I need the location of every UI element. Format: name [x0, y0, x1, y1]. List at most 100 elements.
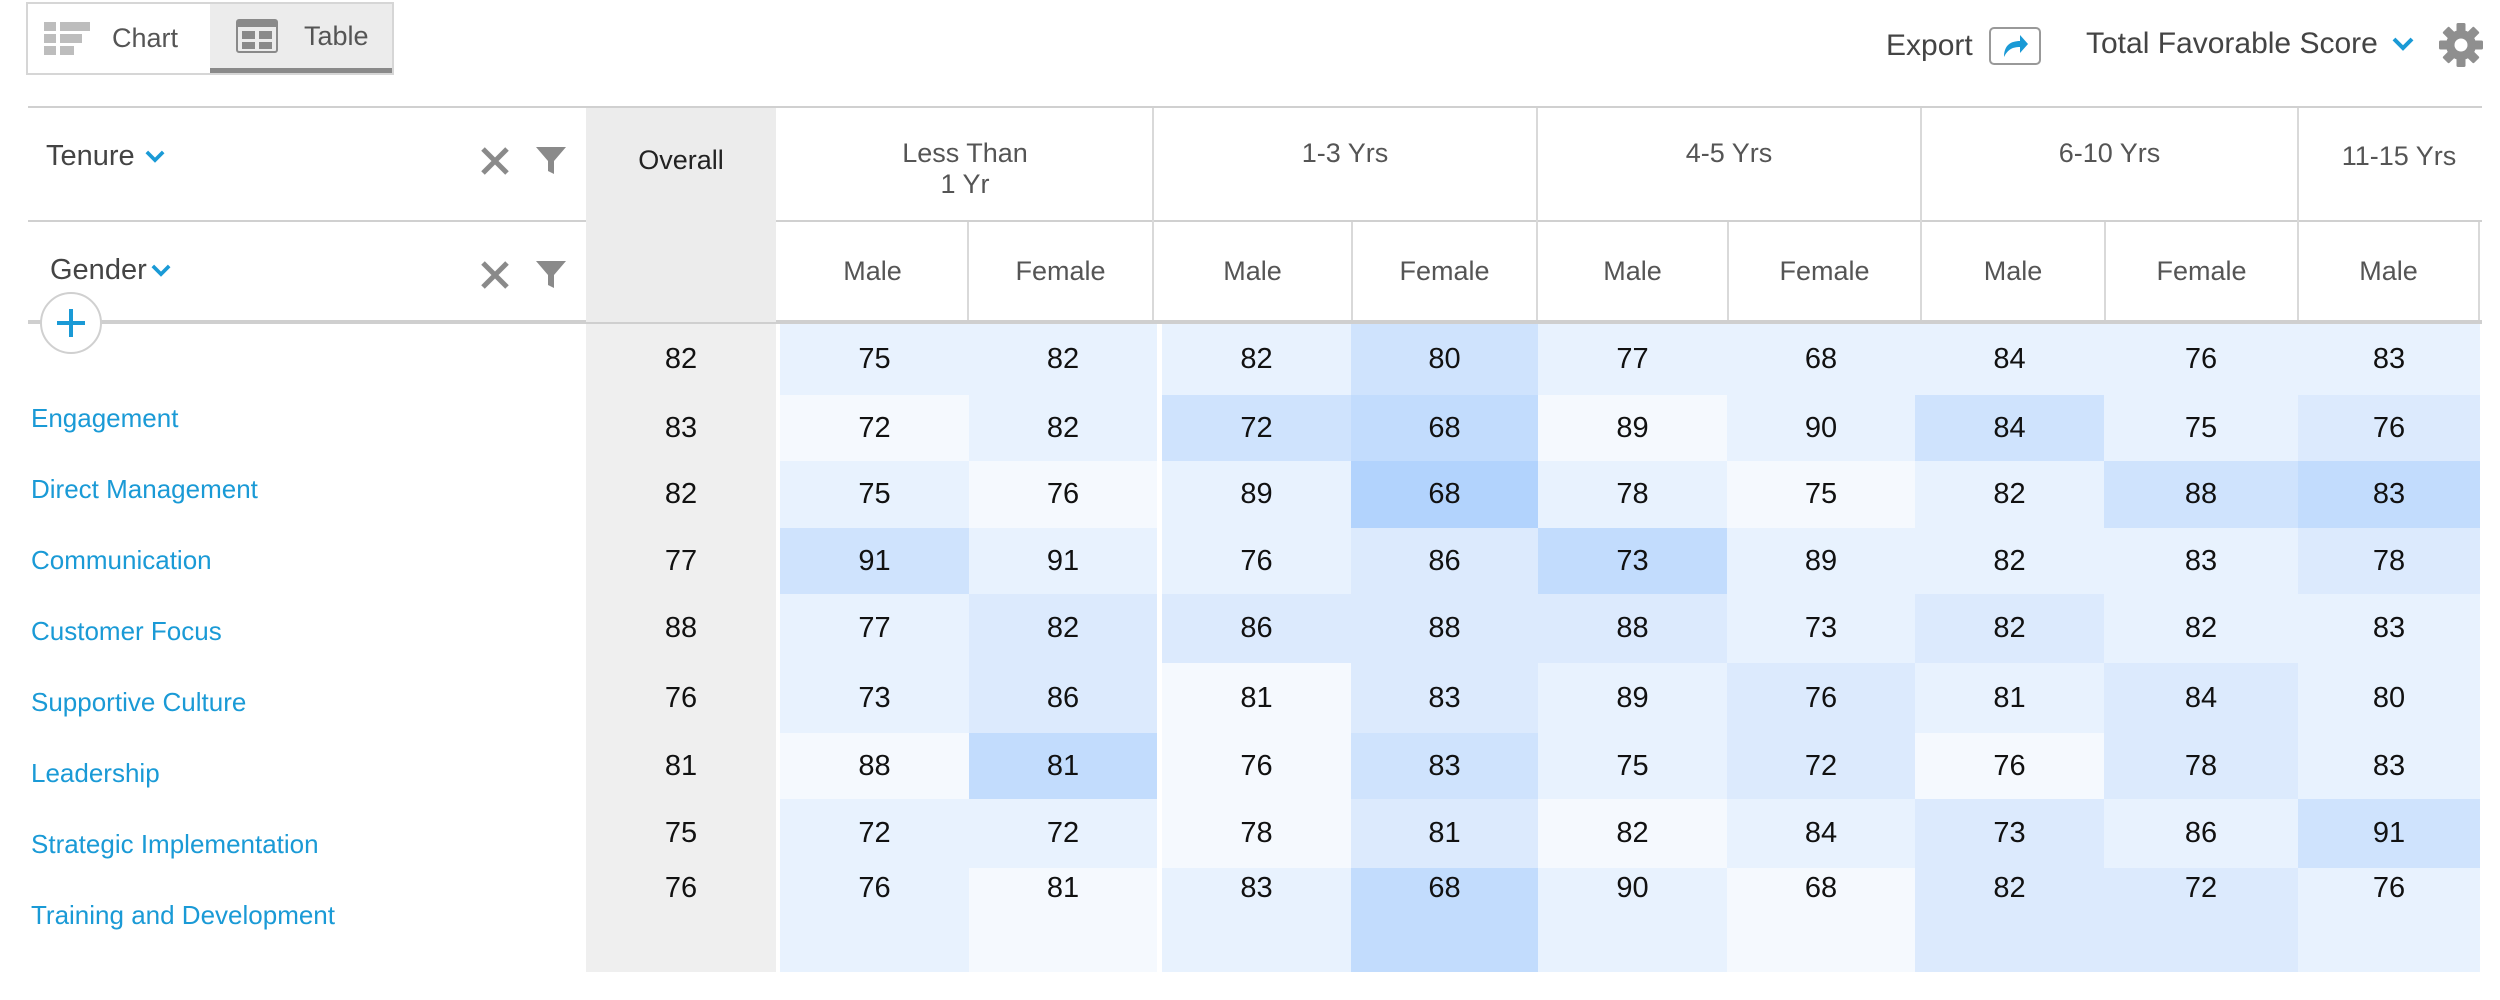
- row-label[interactable]: Engagement: [31, 403, 179, 433]
- score-cell[interactable]: 82: [1162, 324, 1351, 395]
- score-cell[interactable]: 90: [1727, 395, 1915, 461]
- score-cell[interactable]: 72: [969, 799, 1157, 868]
- score-cell[interactable]: 83: [1351, 733, 1538, 799]
- score-cell[interactable]: 78: [1538, 461, 1727, 528]
- score-cell[interactable]: 73: [1538, 528, 1727, 594]
- row-label[interactable]: Training and Development: [31, 900, 335, 930]
- score-cell[interactable]: 78: [2104, 733, 2298, 799]
- add-dimension-button[interactable]: [40, 292, 102, 354]
- score-cell[interactable]: 83: [1351, 663, 1538, 733]
- score-cell[interactable]: 73: [780, 663, 969, 733]
- score-cell[interactable]: 83: [2298, 324, 2480, 395]
- score-cell[interactable]: 88: [1538, 594, 1727, 663]
- score-cell[interactable]: 91: [780, 528, 969, 594]
- score-cell[interactable]: 83: [2104, 528, 2298, 594]
- row-label[interactable]: Strategic Implementation: [31, 829, 319, 859]
- score-cell[interactable]: 76: [2298, 868, 2480, 972]
- tenure-dimension-dropdown[interactable]: Tenure: [46, 140, 165, 173]
- score-type-dropdown[interactable]: Total Favorable Score: [2086, 22, 2414, 66]
- score-cell[interactable]: 82: [2104, 594, 2298, 663]
- score-cell[interactable]: 86: [1351, 528, 1538, 594]
- score-cell[interactable]: 68: [1351, 868, 1538, 972]
- score-cell[interactable]: 76: [969, 461, 1157, 528]
- score-cell[interactable]: 83: [2298, 733, 2480, 799]
- score-cell[interactable]: 76: [2298, 395, 2480, 461]
- score-cell[interactable]: 76: [2104, 324, 2298, 395]
- score-cell[interactable]: 82: [969, 324, 1157, 395]
- row-label[interactable]: Direct Management: [31, 474, 258, 504]
- score-cell[interactable]: 90: [1538, 868, 1727, 972]
- score-cell[interactable]: 82: [1915, 594, 2104, 663]
- score-cell[interactable]: 82: [969, 395, 1157, 461]
- score-cell[interactable]: 76: [1915, 733, 2104, 799]
- score-cell[interactable]: 86: [1162, 594, 1351, 663]
- score-cell[interactable]: 88: [780, 733, 969, 799]
- score-cell[interactable]: 82: [1538, 799, 1727, 868]
- row-label[interactable]: Communication: [31, 545, 212, 575]
- score-cell[interactable]: 82: [969, 594, 1157, 663]
- score-cell[interactable]: 81: [1915, 663, 2104, 733]
- score-cell[interactable]: 76: [780, 868, 969, 972]
- score-cell[interactable]: 75: [1538, 733, 1727, 799]
- score-cell[interactable]: 84: [1915, 324, 2104, 395]
- score-cell[interactable]: 76: [1162, 733, 1351, 799]
- table-view-button[interactable]: Table: [210, 4, 392, 73]
- score-cell[interactable]: 91: [2298, 799, 2480, 868]
- score-cell[interactable]: 80: [1351, 324, 1538, 395]
- score-cell[interactable]: 76: [1162, 528, 1351, 594]
- score-cell[interactable]: 82: [1915, 868, 2104, 972]
- close-icon[interactable]: [478, 258, 512, 292]
- score-cell[interactable]: 81: [1162, 663, 1351, 733]
- score-cell[interactable]: 68: [1351, 461, 1538, 528]
- score-cell[interactable]: 72: [2104, 868, 2298, 972]
- score-cell[interactable]: 78: [2298, 528, 2480, 594]
- score-cell[interactable]: 72: [780, 799, 969, 868]
- score-cell[interactable]: 86: [2104, 799, 2298, 868]
- score-cell[interactable]: 81: [1351, 799, 1538, 868]
- score-cell[interactable]: 83: [2298, 461, 2480, 528]
- gear-icon[interactable]: [2438, 22, 2484, 68]
- gender-dimension-dropdown[interactable]: Gender: [50, 254, 171, 287]
- score-cell[interactable]: 86: [969, 663, 1157, 733]
- score-cell[interactable]: 84: [1727, 799, 1915, 868]
- score-cell[interactable]: 89: [1538, 663, 1727, 733]
- score-cell[interactable]: 89: [1727, 528, 1915, 594]
- score-cell[interactable]: 75: [780, 461, 969, 528]
- score-cell[interactable]: 77: [1538, 324, 1727, 395]
- score-cell[interactable]: 83: [2298, 594, 2480, 663]
- score-cell[interactable]: 75: [2104, 395, 2298, 461]
- score-cell[interactable]: 72: [780, 395, 969, 461]
- score-cell[interactable]: 89: [1538, 395, 1727, 461]
- score-cell[interactable]: 76: [1727, 663, 1915, 733]
- filter-icon[interactable]: [534, 144, 568, 178]
- score-cell[interactable]: 81: [969, 733, 1157, 799]
- score-cell[interactable]: 78: [1162, 799, 1351, 868]
- score-cell[interactable]: 68: [1727, 868, 1915, 972]
- score-cell[interactable]: 77: [780, 594, 969, 663]
- score-cell[interactable]: 80: [2298, 663, 2480, 733]
- score-cell[interactable]: 84: [1915, 395, 2104, 461]
- filter-icon[interactable]: [534, 258, 568, 292]
- score-cell[interactable]: 72: [1727, 733, 1915, 799]
- score-cell[interactable]: 73: [1915, 799, 2104, 868]
- chart-view-button[interactable]: Chart: [28, 4, 210, 73]
- row-label[interactable]: Supportive Culture: [31, 687, 247, 717]
- score-cell[interactable]: 73: [1727, 594, 1915, 663]
- row-label[interactable]: Customer Focus: [31, 616, 222, 646]
- score-cell[interactable]: 68: [1727, 324, 1915, 395]
- score-cell[interactable]: 83: [1162, 868, 1351, 972]
- score-cell[interactable]: 89: [1162, 461, 1351, 528]
- score-cell[interactable]: 75: [780, 324, 969, 395]
- score-cell[interactable]: 88: [1351, 594, 1538, 663]
- score-cell[interactable]: 68: [1351, 395, 1538, 461]
- score-cell[interactable]: 82: [1915, 528, 2104, 594]
- export-button[interactable]: Export: [1886, 24, 2041, 68]
- close-icon[interactable]: [478, 144, 512, 178]
- score-cell[interactable]: 82: [1915, 461, 2104, 528]
- score-cell[interactable]: 88: [2104, 461, 2298, 528]
- score-cell[interactable]: 75: [1727, 461, 1915, 528]
- score-cell[interactable]: 81: [969, 868, 1157, 972]
- row-label[interactable]: Leadership: [31, 758, 160, 788]
- score-cell[interactable]: 72: [1162, 395, 1351, 461]
- score-cell[interactable]: 84: [2104, 663, 2298, 733]
